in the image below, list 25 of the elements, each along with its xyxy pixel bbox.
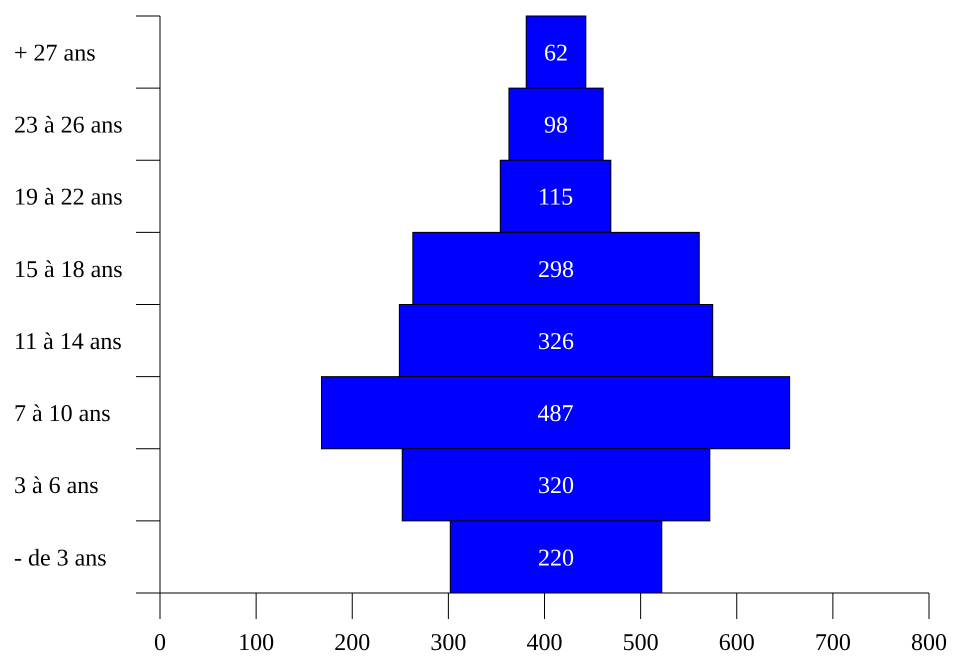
data-label: 487 bbox=[538, 401, 574, 428]
x-tick-label: 700 bbox=[814, 630, 851, 656]
y-tick-label: - de 3 ans bbox=[14, 545, 107, 572]
data-label: 98 bbox=[544, 112, 568, 139]
x-tick-label: 200 bbox=[334, 630, 370, 656]
data-label: 326 bbox=[538, 328, 574, 355]
data-label: 298 bbox=[538, 256, 574, 283]
y-tick-label: 23 à 26 ans bbox=[14, 112, 123, 139]
y-tick-label: 7 à 10 ans bbox=[14, 401, 111, 428]
data-label: 320 bbox=[538, 473, 574, 500]
y-tick-label: 3 à 6 ans bbox=[14, 473, 99, 500]
x-tick-label: 600 bbox=[718, 630, 755, 656]
data-label: 220 bbox=[538, 545, 574, 572]
y-tick-label: 15 à 18 ans bbox=[14, 256, 123, 283]
y-tick-label: 19 à 22 ans bbox=[14, 184, 123, 211]
data-label: 62 bbox=[544, 40, 568, 66]
y-tick-label: + 27 ans bbox=[14, 40, 96, 66]
x-tick-label: 0 bbox=[154, 630, 166, 656]
x-tick-label: 100 bbox=[238, 630, 274, 656]
x-tick-label: 400 bbox=[526, 630, 562, 656]
x-tick-label: 500 bbox=[622, 630, 659, 656]
x-tick-label: 300 bbox=[430, 630, 466, 656]
y-tick-label: 11 à 14 ans bbox=[14, 328, 122, 355]
x-tick-label: 800 bbox=[911, 630, 947, 656]
data-label: 115 bbox=[538, 184, 574, 211]
